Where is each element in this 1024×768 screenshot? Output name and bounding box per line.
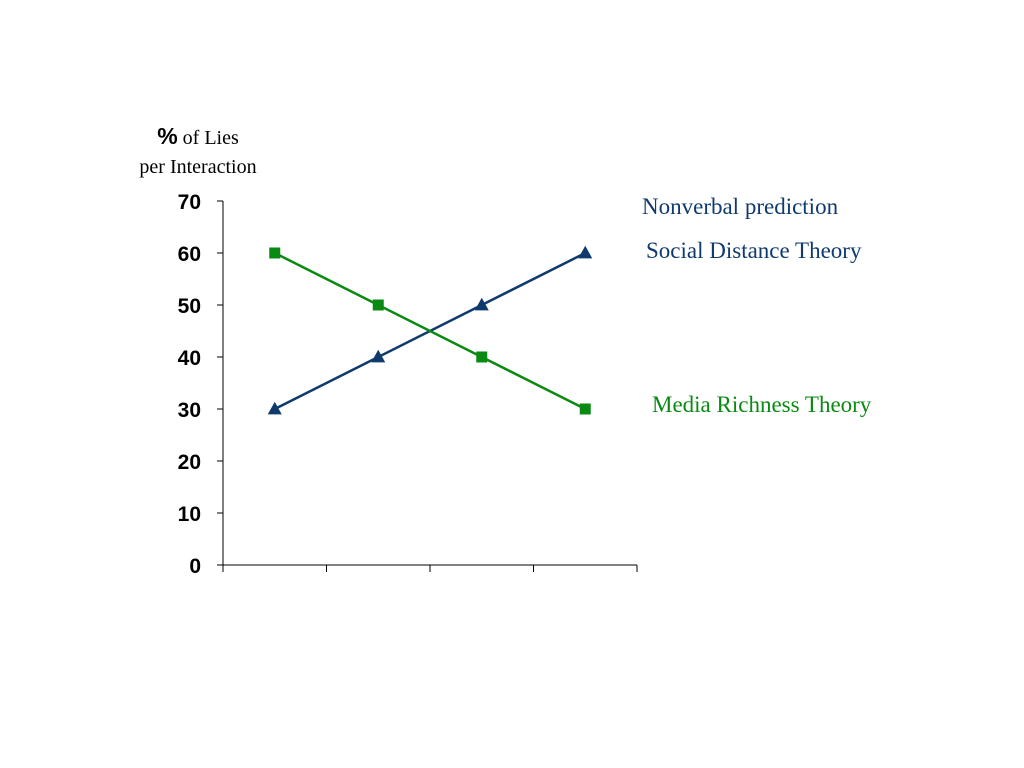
annotation-media-richness-theory: Media Richness Theory bbox=[652, 392, 872, 417]
data-point-square bbox=[372, 299, 384, 311]
data-point-square bbox=[476, 351, 488, 363]
annotation-social-distance-theory: Social Distance Theory bbox=[646, 238, 862, 263]
data-point-triangle bbox=[474, 297, 489, 311]
y-tick-label: 10 bbox=[178, 503, 201, 526]
y-tick-label: 50 bbox=[178, 295, 201, 318]
data-point-triangle bbox=[267, 401, 282, 415]
y-axis-label-line2: per Interaction bbox=[139, 156, 257, 178]
y-axis-label: % of Lies per Interaction bbox=[112, 122, 284, 182]
y-tick-label: 20 bbox=[178, 451, 201, 474]
y-axis-label-percent: % bbox=[157, 123, 178, 149]
y-tick-label: 40 bbox=[178, 347, 201, 370]
y-tick-label: 70 bbox=[178, 191, 201, 214]
annotation-nonverbal-prediction: Nonverbal prediction bbox=[642, 194, 839, 219]
data-point-square bbox=[579, 403, 591, 415]
y-tick-label: 60 bbox=[178, 243, 201, 266]
y-axis-label-line1: of Lies bbox=[182, 127, 239, 149]
data-point-square bbox=[269, 247, 281, 259]
data-point-triangle bbox=[578, 245, 593, 259]
series-line bbox=[274, 251, 586, 411]
y-tick-label: 30 bbox=[178, 399, 201, 422]
y-tick-label: 0 bbox=[189, 555, 201, 578]
data-point-triangle bbox=[371, 349, 386, 363]
